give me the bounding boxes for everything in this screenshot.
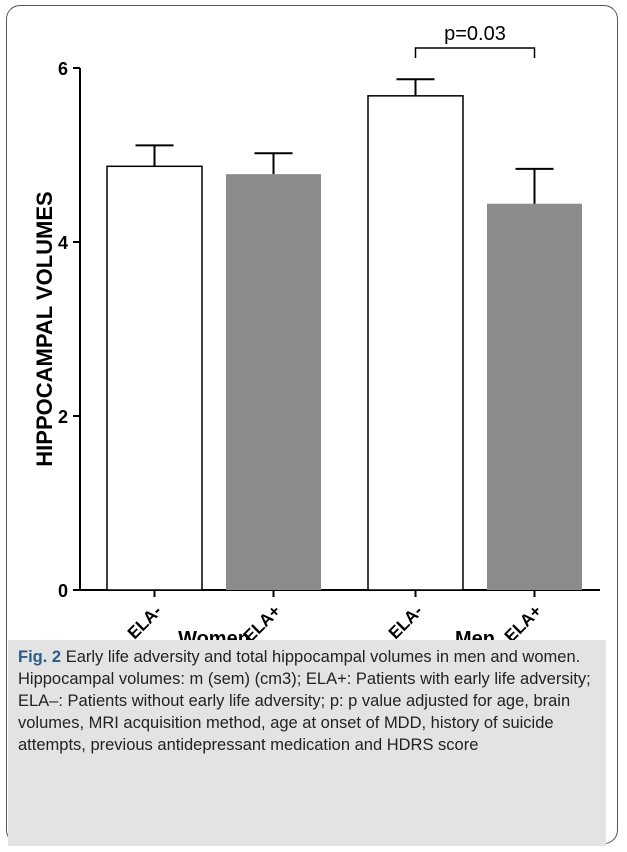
y-tick-label: 6 — [58, 59, 68, 79]
caption-text: Early life adversity and total hippocamp… — [18, 648, 591, 754]
y-tick-label: 0 — [58, 581, 68, 601]
caption-label: Fig. 2 — [18, 648, 62, 666]
significance-bracket — [414, 47, 536, 58]
x-tick-label: ELA- — [385, 601, 426, 640]
bar — [226, 174, 321, 590]
bar — [487, 203, 582, 590]
y-tick-label: 2 — [58, 407, 68, 427]
significance-label: p=0.03 — [444, 23, 506, 45]
x-tick-label: ELA- — [124, 601, 165, 640]
group-label: Women — [178, 628, 250, 640]
bar-chart: 0 2 4 6 HIPPOCAMPAL VOLUMES ELA- ELA+ Women ELA-… — [32, 23, 600, 640]
figure-caption: Fig. 2 Early life adversity and total hi… — [8, 640, 606, 846]
bar — [367, 95, 464, 591]
group-label: Men — [455, 628, 495, 640]
y-tick-label: 4 — [58, 233, 68, 253]
y-axis-label: HIPPOCAMPAL VOLUMES — [32, 191, 57, 466]
bar — [106, 165, 203, 591]
x-tick-label: ELA+ — [501, 601, 546, 640]
